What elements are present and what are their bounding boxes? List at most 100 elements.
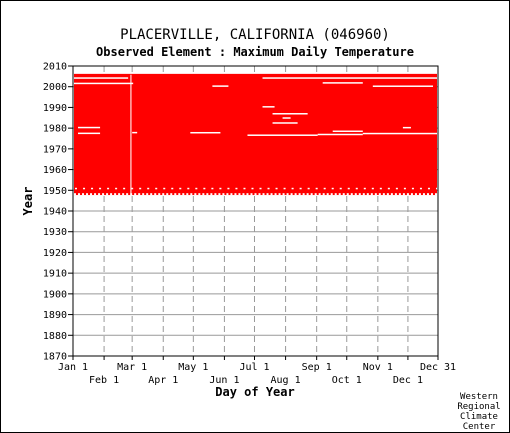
gap-speckle xyxy=(307,187,310,190)
gap-mark xyxy=(132,131,138,134)
gap-speckle xyxy=(358,193,361,196)
gap-speckle xyxy=(258,193,261,196)
gap-speckle xyxy=(306,193,309,196)
gap-speckle xyxy=(386,193,389,196)
gap-speckle xyxy=(90,193,93,196)
gap-mark xyxy=(317,133,363,136)
gap-speckle xyxy=(130,193,133,196)
gap-mark xyxy=(272,113,308,115)
gap-speckle xyxy=(131,187,134,190)
gap-mark xyxy=(272,122,298,124)
gap-speckle xyxy=(254,193,257,196)
gap-speckle xyxy=(194,193,197,196)
y-tick-label: 1980 xyxy=(43,124,67,135)
gap-speckle xyxy=(402,193,405,196)
gap-speckle xyxy=(430,193,433,196)
gap-speckle xyxy=(371,187,374,190)
gap-speckle xyxy=(278,193,281,196)
gap-mark xyxy=(322,82,363,84)
gap-speckle xyxy=(246,193,249,196)
gap-speckle xyxy=(123,187,126,190)
gap-speckle xyxy=(370,193,373,196)
gap-speckle xyxy=(147,187,150,190)
gap-speckle xyxy=(382,193,385,196)
gap-speckle xyxy=(227,187,230,190)
gap-mark xyxy=(247,134,318,136)
gap-speckle xyxy=(414,193,417,196)
y-tick-label: 1970 xyxy=(43,144,67,155)
gap-speckle xyxy=(302,193,305,196)
gap-speckle xyxy=(162,193,165,196)
gap-speckle xyxy=(299,187,302,190)
gap-speckle xyxy=(427,187,430,190)
gap-speckle xyxy=(203,187,206,190)
gap-speckle xyxy=(426,193,429,196)
gap-speckle xyxy=(314,193,317,196)
gap-speckle xyxy=(339,187,342,190)
gap-speckle xyxy=(178,193,181,196)
gap-speckle xyxy=(346,193,349,196)
gap-speckle xyxy=(315,187,318,190)
gap-speckle xyxy=(374,193,377,196)
gap-speckle xyxy=(243,187,246,190)
gap-speckle xyxy=(242,193,245,196)
gap-speckle xyxy=(235,187,238,190)
gap-mark xyxy=(73,82,134,85)
gap-speckle xyxy=(171,187,174,190)
y-tick-label: 1930 xyxy=(43,227,67,238)
gap-speckle xyxy=(195,187,198,190)
gap-speckle xyxy=(250,193,253,196)
gap-speckle xyxy=(202,193,205,196)
gap-mark xyxy=(402,126,411,129)
gap-speckle xyxy=(179,187,182,190)
gap-speckle xyxy=(286,193,289,196)
gap-speckle xyxy=(387,187,390,190)
gap-speckle xyxy=(114,193,117,196)
x-tick-label: Mar 1 xyxy=(117,362,147,373)
gap-speckle xyxy=(323,187,326,190)
gap-speckle xyxy=(78,193,81,196)
x-tick-label: Sep 1 xyxy=(302,362,332,373)
x-tick-label: Feb 1 xyxy=(89,375,119,386)
plot-area xyxy=(72,65,439,357)
gap-speckle xyxy=(411,187,414,190)
x-tick-label: Dec 1 xyxy=(393,375,423,386)
y-tick-label: 1870 xyxy=(43,352,67,363)
gap-speckle xyxy=(270,193,273,196)
gap-speckle xyxy=(435,187,438,190)
gap-speckle xyxy=(91,187,94,190)
y-tick-label: 1920 xyxy=(43,248,67,259)
gap-mark xyxy=(262,106,275,108)
gap-speckle xyxy=(106,193,109,196)
gap-speckle xyxy=(419,187,422,190)
x-tick-label: Jun 1 xyxy=(209,375,239,386)
x-tick-label: Dec 31 xyxy=(420,362,456,373)
gap-speckle xyxy=(410,193,413,196)
gap-mark xyxy=(78,132,101,135)
gap-speckle xyxy=(83,187,86,190)
y-axis-label: Year xyxy=(21,187,35,216)
gap-speckle xyxy=(363,187,366,190)
gap-speckle xyxy=(134,193,137,196)
gap-speckle xyxy=(354,193,357,196)
gap-speckle xyxy=(290,193,293,196)
gap-speckle xyxy=(418,193,421,196)
gap-speckle xyxy=(82,193,85,196)
gap-speckle xyxy=(218,193,221,196)
gap-speckle xyxy=(350,193,353,196)
gap-speckle xyxy=(238,193,241,196)
gap-speckle xyxy=(214,193,217,196)
gap-speckle xyxy=(226,193,229,196)
gap-speckle xyxy=(126,193,129,196)
y-tick-label: 1990 xyxy=(43,103,67,114)
gap-speckle xyxy=(331,187,334,190)
y-tick-label: 1960 xyxy=(43,165,67,176)
gap-mark xyxy=(332,130,363,133)
y-tick-label: 1900 xyxy=(43,289,67,300)
gap-speckle xyxy=(282,193,285,196)
gap-speckle xyxy=(142,193,145,196)
gap-mark xyxy=(190,131,221,134)
gap-speckle xyxy=(198,193,201,196)
gap-speckle xyxy=(298,193,301,196)
